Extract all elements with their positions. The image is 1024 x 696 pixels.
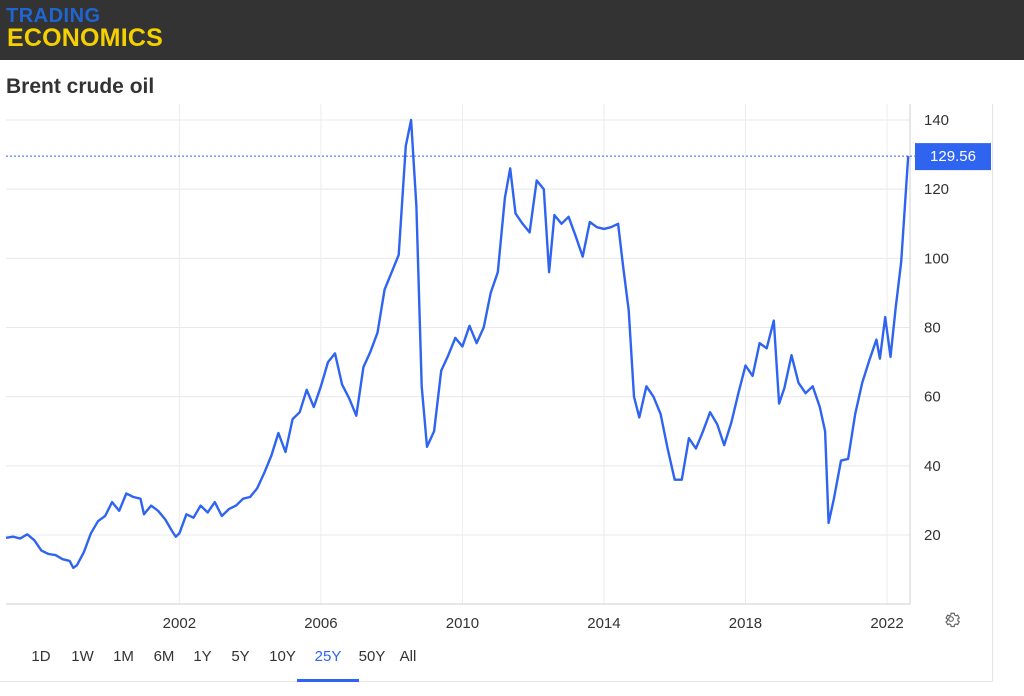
- chart-panel: 20 40 60 80 100 120 140 2002 2006 2010 2014 2018 202…: [0, 104, 993, 682]
- logo-economics[interactable]: ECONOMICS: [7, 24, 163, 52]
- range-button-50y[interactable]: 50Y: [358, 648, 386, 665]
- y-tick-label: 20: [924, 527, 941, 544]
- x-tick-label: 2018: [729, 615, 762, 632]
- range-button-all[interactable]: All: [399, 648, 417, 665]
- price-chart: 20 40 60 80 100 120 140 2002 2006 2010 2014 2018 202…: [5, 104, 991, 632]
- range-selector: 1D 1W 1M 6M 1Y 5Y 10Y 25Y 50Y All: [20, 640, 423, 682]
- range-button-1d[interactable]: 1D: [31, 648, 51, 665]
- y-tick-label: 40: [924, 458, 941, 475]
- x-tick-label: 2010: [446, 615, 479, 632]
- y-tick-label: 80: [924, 320, 941, 337]
- gear-icon[interactable]: [941, 609, 961, 629]
- x-tick-label: 2006: [304, 615, 337, 632]
- chart-title: Brent crude oil: [6, 75, 155, 98]
- price-line: [5, 118, 910, 570]
- range-button-10y[interactable]: 10Y: [269, 648, 296, 665]
- range-button-1w[interactable]: 1W: [71, 648, 94, 665]
- range-button-6m[interactable]: 6M: [153, 648, 175, 665]
- header-bar: TRADING ECONOMICS: [0, 0, 1024, 60]
- range-button-1y[interactable]: 1Y: [193, 648, 212, 665]
- range-button-5y[interactable]: 5Y: [231, 648, 250, 665]
- logo-trading[interactable]: TRADING: [6, 5, 101, 27]
- y-tick-label: 100: [924, 250, 949, 267]
- range-button-25y[interactable]: 25Y: [297, 640, 359, 682]
- y-tick-label: 60: [924, 389, 941, 406]
- y-tick-label: 140: [924, 112, 949, 129]
- x-tick-label: 2022: [870, 615, 903, 632]
- range-button-1m[interactable]: 1M: [113, 648, 134, 665]
- current-value-label: 129.56: [930, 148, 976, 165]
- current-value-badge: [915, 143, 991, 171]
- x-tick-label: 2014: [587, 615, 620, 632]
- y-tick-label: 120: [924, 181, 949, 198]
- x-tick-label: 2002: [163, 615, 196, 632]
